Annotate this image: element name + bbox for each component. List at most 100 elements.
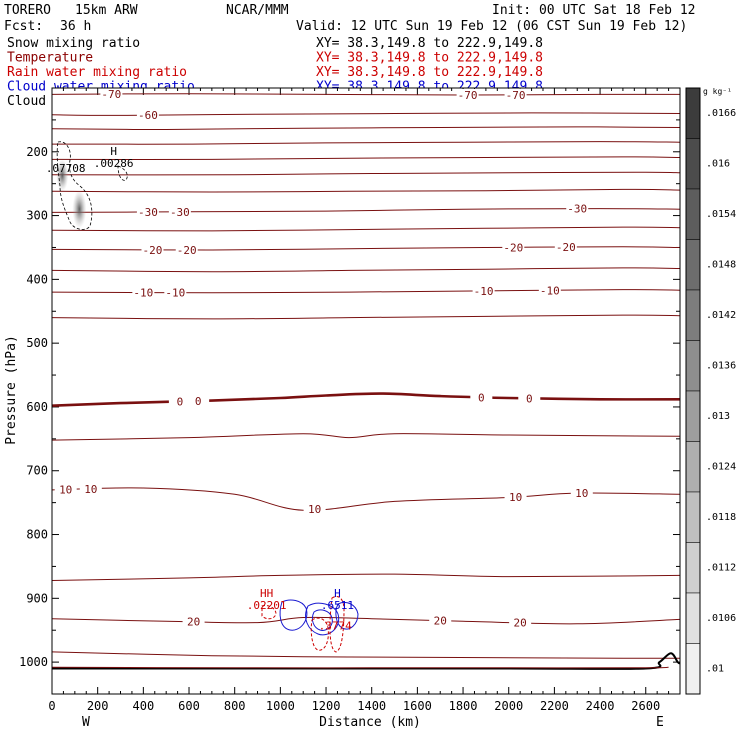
isotherm--20 — [51, 246, 681, 251]
isotherm-label: -30 — [567, 203, 587, 216]
header-init: Init: 00 UTC Sat 18 Feb 12 — [492, 3, 696, 18]
rain-water-contour-2 — [329, 596, 345, 653]
isotherm-label: 20 — [187, 616, 200, 629]
colorbar-label: .016 — [706, 158, 730, 169]
colorbar-label: .0124 — [706, 461, 736, 472]
x-axis-west-label: W — [82, 715, 90, 730]
isotherm-label: 0 — [177, 395, 184, 408]
y-tick-label: 300 — [26, 209, 48, 223]
colorbar-swatch — [685, 289, 701, 341]
isotherm-5 — [51, 433, 681, 441]
y-tick-label: 1000 — [19, 655, 48, 669]
temperature-contours: -70 -70 -70-60-30 -30 -30-20 -20 -20 -20-10 -10-… — [51, 88, 681, 659]
y-tick-label: 200 — [26, 145, 48, 159]
x-tick-label: 1600 — [403, 699, 432, 713]
isotherm-label: -70 — [458, 89, 478, 102]
maximum-value-1: .07708 — [46, 162, 86, 175]
isotherm-label-bg — [538, 284, 561, 296]
isotherm-label-bg — [502, 241, 525, 253]
colorbar-swatch — [685, 239, 701, 291]
maximum-mark-2: HH — [260, 587, 273, 600]
colorbar: .0166 .016 .0154 .0148 .0142 .0136 .013 .0124 .0… — [685, 87, 736, 695]
y-tick-label: 600 — [26, 400, 48, 414]
colorbar-swatch — [685, 138, 701, 190]
maximum-mark-0: H — [110, 145, 117, 158]
x-tick-label: 2400 — [586, 699, 615, 713]
x-tick-label: 1200 — [312, 699, 341, 713]
field-xy-0: XY= 38.3,149.8 to 222.9,149.8 — [316, 36, 543, 51]
isotherm-label-bg — [303, 503, 326, 515]
colorbar-label: .013 — [706, 411, 730, 422]
y-tick-label: 900 — [26, 591, 48, 605]
ice-dashed-contour — [117, 165, 128, 181]
cloud-water-contour-3 — [335, 601, 359, 630]
isotherm-20 — [51, 616, 681, 625]
colorbar-swatch — [685, 643, 701, 695]
isotherm-label-bg — [554, 241, 577, 253]
isotherm-15 — [51, 573, 681, 581]
colorbar-label: .0136 — [706, 360, 736, 371]
maximum-value-2: .02201 — [247, 599, 287, 612]
maximum-value-4: .3774 — [319, 619, 352, 632]
maximum-value-3: .6511 — [321, 599, 354, 612]
isotherm-label: -60 — [138, 109, 158, 122]
isotherm--50 — [51, 141, 681, 145]
isotherm-0 — [51, 392, 681, 407]
colorbar-swatch — [685, 491, 701, 543]
isotherm-label: -20 — [177, 244, 197, 257]
terrain-surface — [52, 652, 681, 670]
isotherm-label-bg — [136, 205, 159, 217]
plot-area — [52, 88, 680, 694]
cloud-water-contour-2 — [311, 609, 333, 631]
header-model: TORERO — [4, 3, 51, 18]
colorbar-label: .0106 — [706, 613, 736, 624]
y-tick-label: 400 — [26, 272, 48, 286]
header-valid: Valid: 12 UTC Sun 19 Feb 12 (06 CST Sun … — [296, 19, 687, 34]
x-tick-label: 1400 — [357, 699, 386, 713]
field-name-2: Rain water mixing ratio — [7, 65, 187, 80]
isotherm--25 — [51, 226, 681, 232]
isotherm--55 — [51, 126, 681, 131]
x-tick-label: 1000 — [266, 699, 295, 713]
header: TORERO 15km ARW NCAR/MMM Init: 00 UTC Sa… — [4, 3, 696, 34]
isotherm-label-bg — [509, 616, 532, 628]
maximum-mark-3: H — [334, 587, 341, 600]
y-axis-label: Pressure (hPa) — [4, 335, 19, 445]
colorbar-swatch — [685, 87, 701, 139]
field-name-0: Snow mixing ratio — [7, 36, 140, 51]
isotherm-label-bg — [472, 284, 495, 296]
isotherm-25 — [51, 651, 681, 659]
isotherm-label: 0 — [478, 391, 485, 404]
isotherm-label-bg — [182, 615, 205, 627]
x-axis-east-label: E — [656, 715, 664, 730]
maximum-value-0: .00286 — [94, 157, 134, 170]
isotherm-label: -10 — [540, 284, 560, 297]
isotherm-label-bg — [518, 392, 541, 404]
x-tick-label: 2600 — [631, 699, 660, 713]
isotherm-label: -30 — [138, 206, 158, 219]
snow-shade-b — [72, 190, 87, 229]
colorbar-label: .0148 — [706, 259, 736, 270]
colorbar-swatch — [685, 340, 701, 392]
cloud-water-contour-0 — [279, 599, 308, 631]
isotherm-label-bg — [141, 243, 164, 255]
x-tick-labels: 0 200 400 600 800 1000 1200 1400 1600 1800 2000 220… — [48, 699, 660, 713]
isotherm--30 — [51, 208, 681, 213]
isotherm--35 — [51, 188, 681, 193]
isotherm-label-bg — [54, 483, 77, 495]
isotherm-label: 10 — [84, 483, 97, 496]
snow-dashed-contour — [56, 141, 93, 230]
isotherm-label: 10 — [575, 487, 588, 500]
isotherm-label: 0 — [195, 395, 202, 408]
isotherm-label: -20 — [143, 244, 163, 257]
colorbar-swatch — [685, 592, 701, 644]
isotherm-label: 10 — [59, 484, 72, 497]
isotherm-label-bg — [504, 88, 527, 100]
mixing-ratio-contours — [261, 596, 359, 653]
isotherm-label: -20 — [503, 241, 523, 254]
rain-water-contour-1 — [310, 617, 329, 651]
colorbar-frame — [685, 87, 701, 695]
isotherm-label: -30 — [170, 206, 190, 219]
